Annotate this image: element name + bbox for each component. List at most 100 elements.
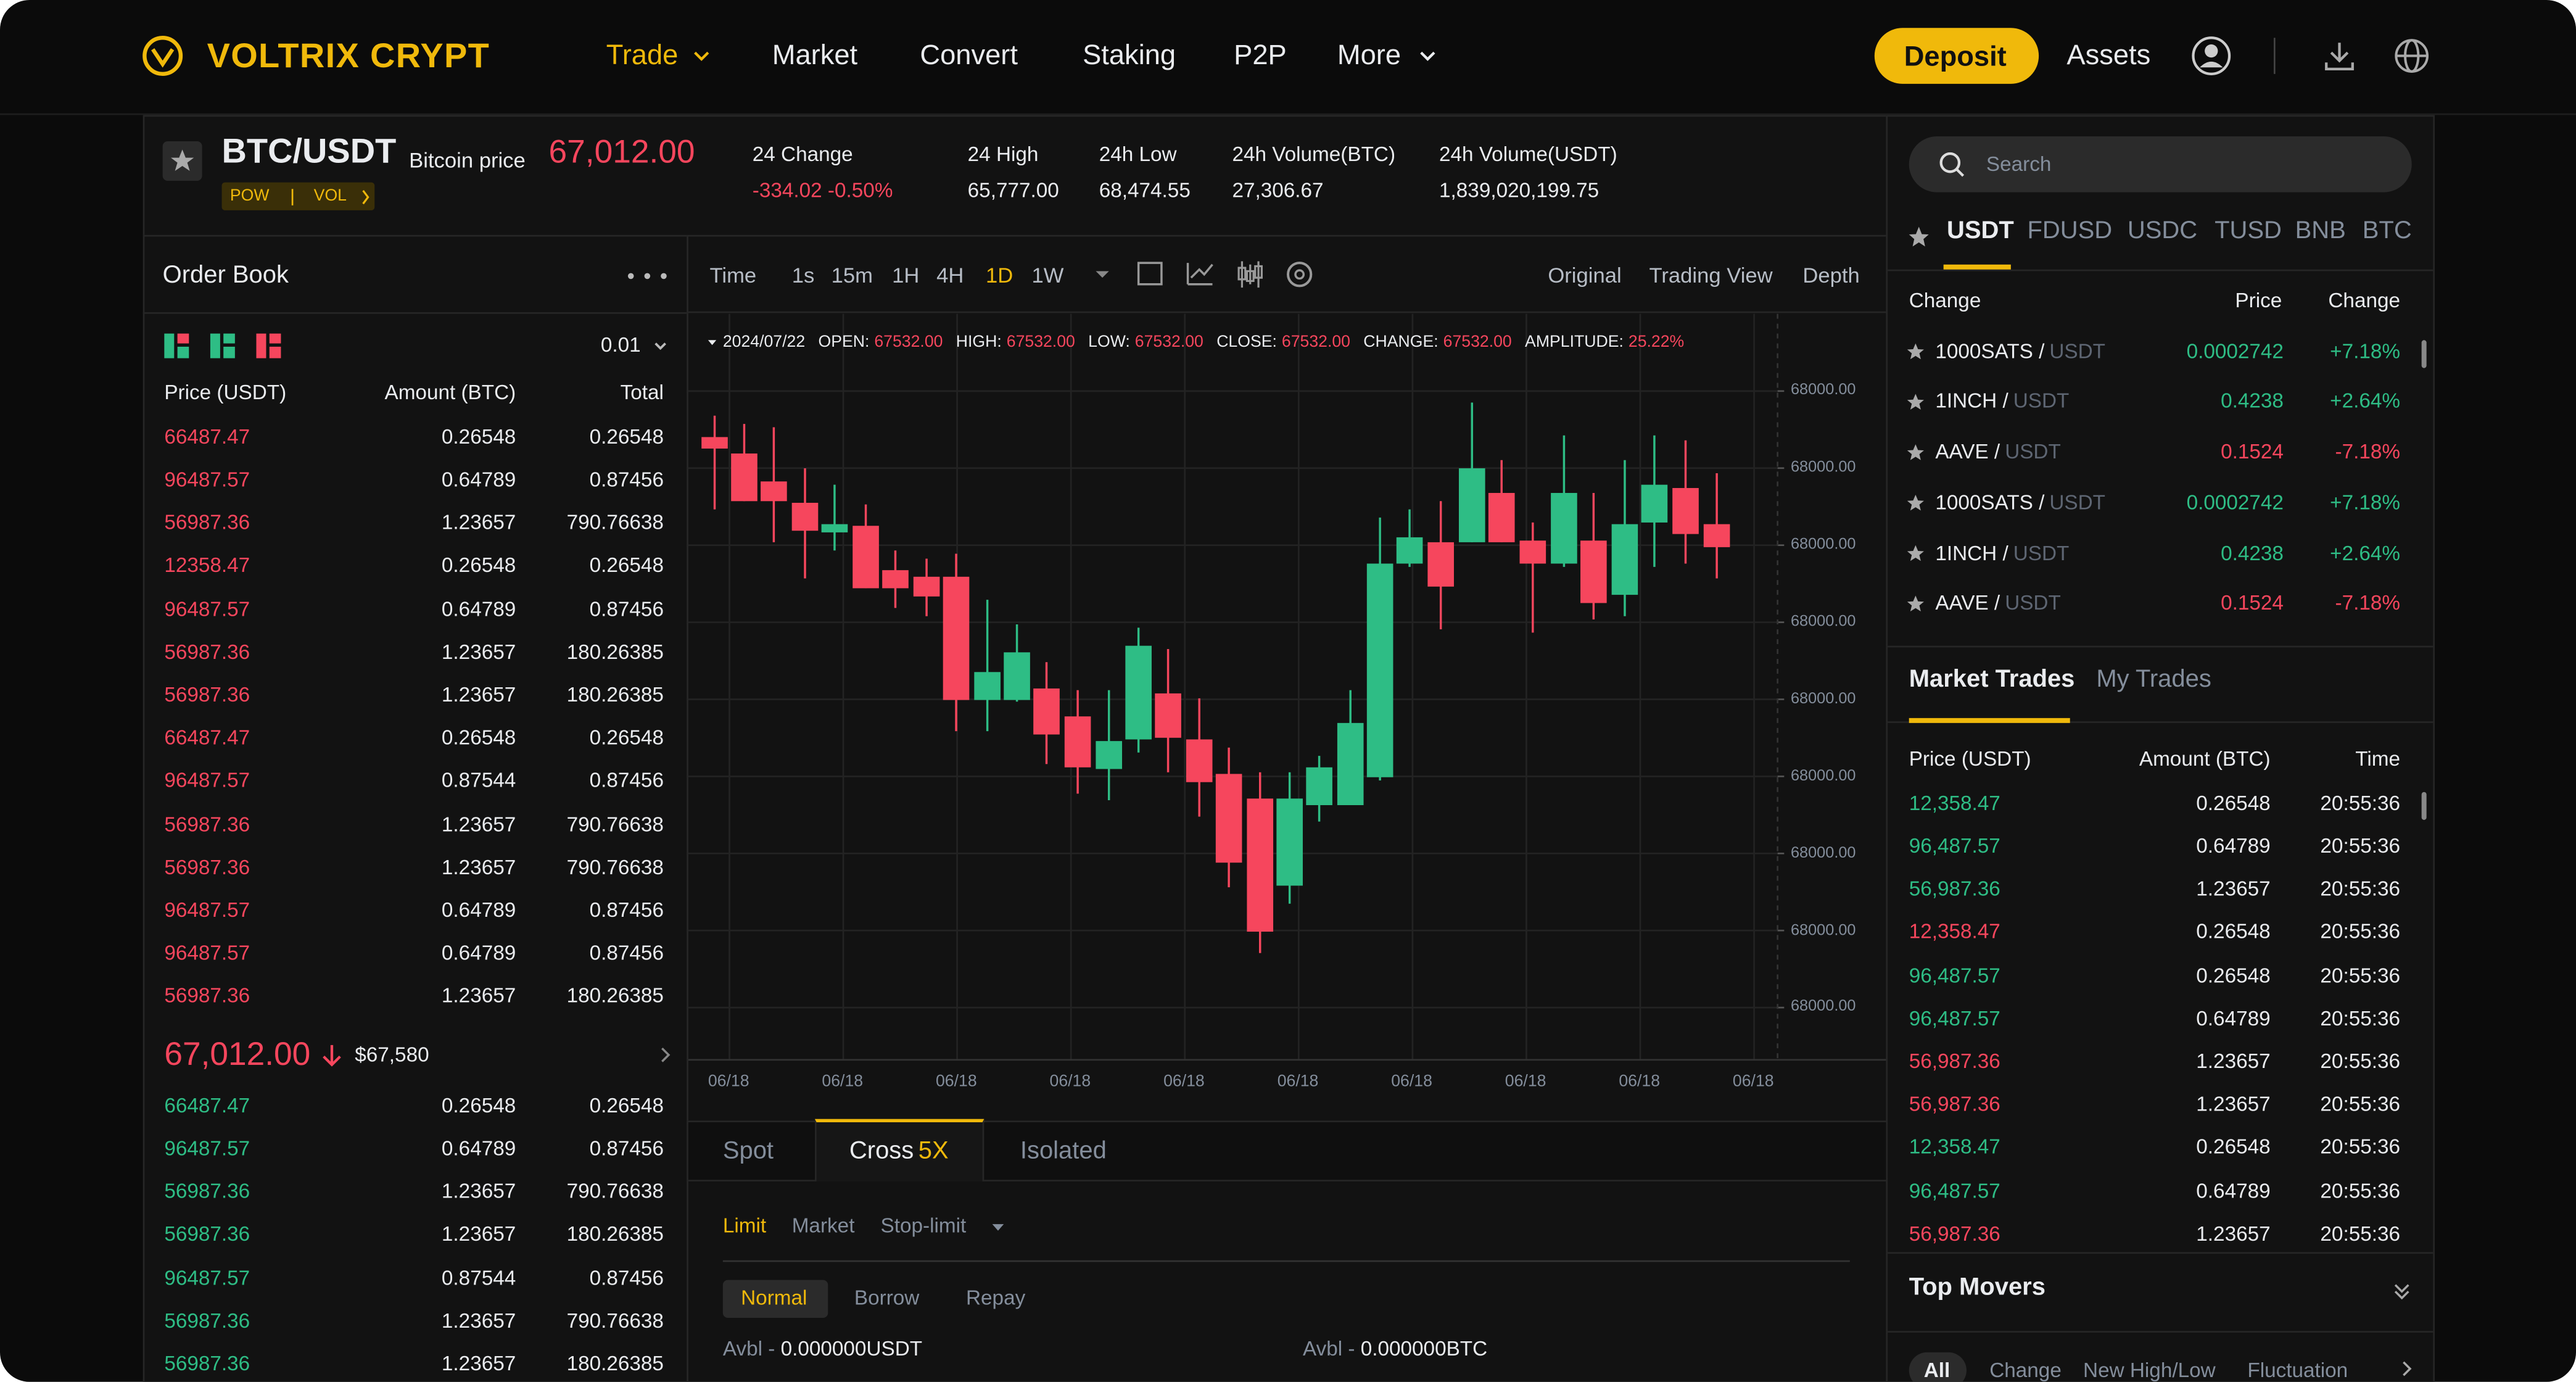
market-base[interactable]: 1INCH / (1935, 390, 2008, 413)
margin-mode[interactable]: Normal (741, 1286, 807, 1309)
margin-mode[interactable]: Borrow (854, 1286, 920, 1309)
interval[interactable]: 1H (892, 262, 920, 287)
info-value: 67532.00 (1134, 333, 1203, 352)
stat-label: 24 High (967, 143, 1039, 166)
assets[interactable]: Assets (2066, 38, 2151, 70)
info-value: 67532.00 (1006, 333, 1075, 352)
candle-body (1186, 739, 1213, 782)
trades-tab[interactable]: My Trades (2096, 664, 2211, 693)
market-base[interactable]: AAVE / (1935, 441, 2000, 464)
y-tick-label: 68000.00 (1790, 613, 1856, 631)
market-change: +7.18% (2330, 339, 2401, 363)
quote-tab[interactable]: FDUSD (2027, 216, 2113, 244)
chart-view[interactable]: Depth (1802, 262, 1860, 287)
nav-item[interactable]: P2P (1234, 38, 1287, 70)
market-price: 0.1524 (2221, 441, 2284, 464)
candle-body (882, 570, 909, 589)
trade-price: 12,358.47 (1909, 1136, 2000, 1159)
favorite-button[interactable] (162, 141, 202, 181)
order-tab[interactable]: Cross (849, 1136, 914, 1164)
mover-tab[interactable]: New High/Low (2083, 1358, 2216, 1382)
user-icon[interactable] (2192, 36, 2231, 76)
deposit-label[interactable]: Deposit (1904, 40, 2007, 72)
quote-tab[interactable]: TUSD (2215, 216, 2282, 244)
order-tab[interactable]: Isolated (1020, 1136, 1107, 1164)
mover-tab[interactable]: Fluctuation (2247, 1358, 2348, 1382)
caret (654, 342, 666, 350)
nav-item[interactable]: More (1337, 38, 1402, 70)
order-tab[interactable]: Spot (722, 1136, 774, 1164)
book-amount: 0.64789 (441, 468, 516, 492)
interval[interactable]: 1s (791, 262, 815, 287)
column-header: Time (2355, 747, 2401, 771)
market-base[interactable]: 1000SATS / (1935, 339, 2045, 363)
logo-icon (142, 36, 183, 77)
book-total: 0.26548 (589, 726, 664, 750)
market-base[interactable]: 1000SATS / (1935, 490, 2045, 515)
download-icon[interactable] (2323, 39, 2356, 72)
trade-amount: 0.64789 (2196, 1006, 2271, 1030)
info-value: 67532.00 (1443, 333, 1512, 352)
order-type[interactable]: Market (791, 1214, 855, 1237)
interval[interactable]: 1W (1031, 262, 1064, 287)
deposit-button[interactable] (1874, 28, 2039, 84)
form-divider (722, 1260, 1850, 1262)
mover-tab[interactable]: Change (1989, 1358, 2062, 1382)
interval[interactable]: 4H (936, 262, 964, 287)
quote-tab[interactable]: USDC (2127, 216, 2198, 244)
mover-tab[interactable]: All (1923, 1358, 1951, 1382)
nav-item[interactable]: Convert (920, 38, 1018, 70)
info-label: HIGH: (956, 333, 1002, 352)
globe-icon[interactable] (2393, 38, 2430, 74)
quote-tab[interactable]: BNB (2295, 216, 2346, 244)
market-base[interactable]: AAVE / (1935, 592, 2000, 615)
book-price: 96487.57 (164, 898, 250, 922)
book-price: 56987.36 (164, 1309, 250, 1333)
margin-mode[interactable]: Repay (966, 1286, 1026, 1309)
nav-item[interactable]: Trade (606, 38, 679, 70)
candle-body (701, 437, 728, 449)
candle-body (1033, 688, 1060, 735)
active-tab[interactable] (814, 1119, 985, 1181)
book-total: 0.26548 (589, 1094, 664, 1117)
book-total: 0.26548 (589, 554, 664, 577)
caret (992, 1224, 1004, 1231)
candle-body (1672, 487, 1699, 534)
book-total: 0.87456 (589, 597, 664, 621)
book-price: 56987.36 (164, 640, 250, 664)
order-type[interactable]: Limit (722, 1214, 767, 1237)
book-price: 96487.57 (164, 1266, 250, 1289)
book-amount: 1.23657 (441, 1180, 516, 1203)
precision[interactable]: 0.01 (600, 333, 641, 357)
book-amount: 1.23657 (441, 1309, 516, 1333)
trades-tab[interactable]: Market Trades (1909, 664, 2075, 693)
y-tick-label: 68000.00 (1790, 998, 1856, 1017)
nav-item[interactable]: Market (772, 38, 858, 70)
trade-time: 20:55:36 (2320, 921, 2401, 944)
layout-icon (269, 346, 281, 358)
trade-amount: 0.64789 (2196, 834, 2271, 858)
y-tick-label: 68000.00 (1790, 458, 1856, 477)
interval[interactable]: 1D (985, 262, 1013, 287)
trade-time: 20:55:36 (2320, 1006, 2401, 1030)
order-type[interactable]: Stop-limit (880, 1214, 967, 1237)
market-base[interactable]: 1INCH / (1935, 541, 2008, 565)
market-price: 0.0002742 (2186, 490, 2284, 515)
quote-tab[interactable]: USDT (1946, 216, 2014, 244)
interval[interactable]: 15m (831, 262, 873, 287)
search-box[interactable] (1909, 136, 2412, 192)
trade-amount: 0.26548 (2196, 792, 2271, 815)
ticker-panel (142, 115, 1888, 237)
chart-view[interactable]: Original (1548, 262, 1622, 287)
quote-tab[interactable]: BTC (2362, 216, 2412, 244)
chart-panel (687, 234, 1888, 1123)
candle-body (1641, 484, 1668, 523)
mode-pill[interactable] (722, 1280, 828, 1318)
market-panel (1886, 115, 2435, 1382)
nav-item[interactable]: Staking (1083, 38, 1176, 70)
tab-pill[interactable] (1909, 1352, 1967, 1382)
book-amount: 1.23657 (441, 640, 516, 664)
chart-view[interactable]: Trading View (1649, 262, 1773, 287)
indicator-icon (1186, 263, 1213, 286)
trades-divider (1888, 721, 2434, 723)
